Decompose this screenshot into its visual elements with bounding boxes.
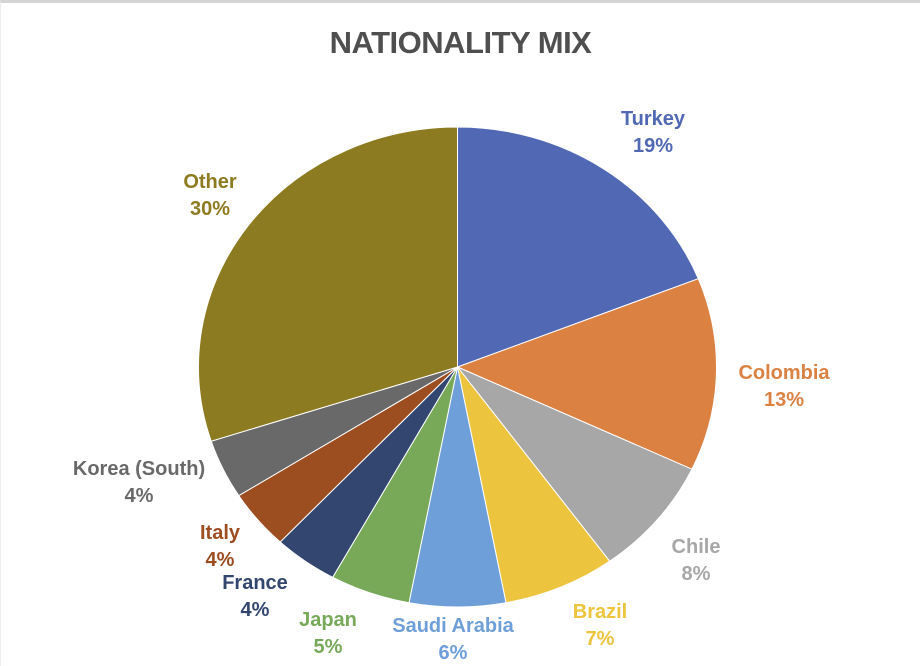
slice-label-percent: 30% <box>189 198 231 220</box>
slice-label-name: Turkey <box>620 108 686 130</box>
slice-label-name: Saudi Arabia <box>392 615 514 637</box>
slice-label-name: Italy <box>199 522 241 544</box>
slice-label-other: Other 30% <box>183 169 236 223</box>
slice-label-percent: 6% <box>438 642 468 664</box>
pie-slice-colombia <box>456 278 717 470</box>
slice-label-saudi-arabia: Saudi Arabia 6% <box>392 613 514 666</box>
slice-label-name: Korea (South) <box>72 458 206 480</box>
pie-slice-brazil <box>457 366 611 604</box>
slice-label-name: Chile <box>671 536 721 558</box>
slice-label-name: Colombia <box>738 362 830 384</box>
slice-label-brazil: Brazil 7% <box>573 599 627 653</box>
slice-label-chile: Chile 8% <box>672 534 721 588</box>
slice-label-name: Other <box>183 171 237 193</box>
slice-label-turkey: Turkey 19% <box>621 106 685 160</box>
slice-label-france: France 4% <box>222 570 288 624</box>
pie-slice-turkey <box>457 126 699 368</box>
slice-label-italy: Italy 4% <box>200 520 240 574</box>
slice-label-percent: 4% <box>205 549 235 571</box>
chart-title: NATIONALITY MIX <box>329 25 592 60</box>
slice-label-name: Brazil <box>572 601 628 623</box>
slice-label-percent: 19% <box>632 135 674 157</box>
pie-slice-other <box>198 126 458 442</box>
slice-label-percent: 8% <box>681 563 711 585</box>
pie-slices-group <box>198 126 717 608</box>
slice-label-percent: 7% <box>585 628 615 650</box>
slice-label-colombia: Colombia 13% <box>738 360 829 414</box>
slice-label-percent: 5% <box>313 636 343 658</box>
slice-label-japan: Japan 5% <box>299 607 357 661</box>
slice-label-korea-south: Korea (South) 4% <box>73 456 205 510</box>
slice-label-percent: 4% <box>124 485 154 507</box>
pie-plot <box>198 126 717 608</box>
slice-label-name: France <box>222 572 288 594</box>
slice-label-name: Japan <box>299 609 357 631</box>
slice-label-percent: 13% <box>763 389 805 411</box>
pie-slice-chile <box>457 366 693 562</box>
slice-label-percent: 4% <box>240 599 270 621</box>
